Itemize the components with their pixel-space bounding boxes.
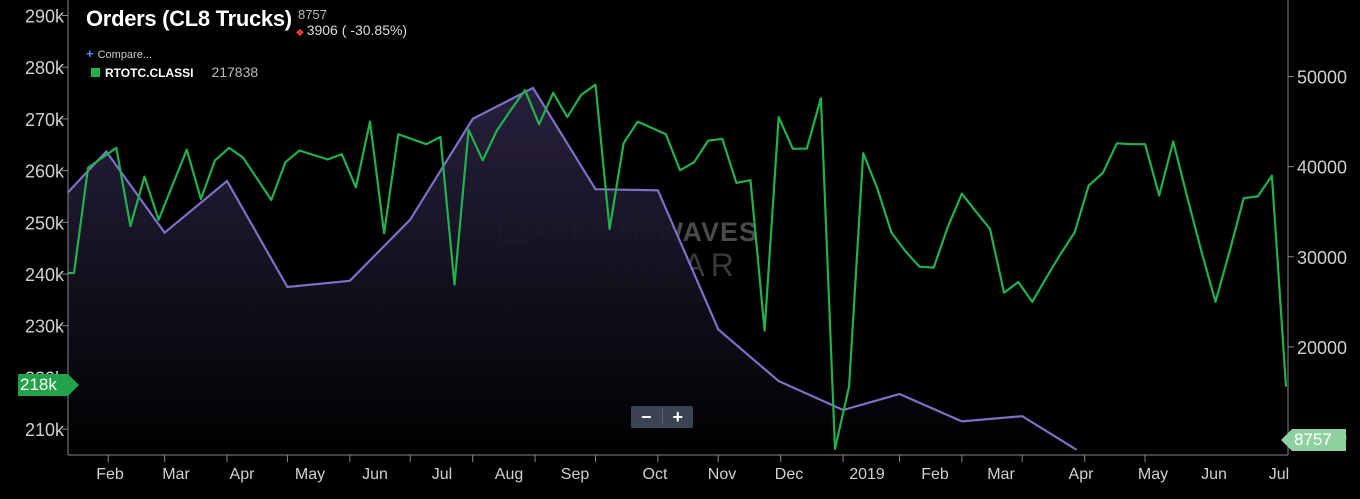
compare-label: Compare... [97,49,153,61]
left-axis-current-tag: 218k [18,374,79,396]
compare-button[interactable]: + Compare... [86,46,152,61]
left-tick-label: 240k [25,265,65,285]
x-tick-label: Jun [1201,466,1227,483]
x-tick-label: May [1138,466,1168,483]
x-tick-label: Sep [561,466,590,483]
left-tick-label: 280k [25,58,65,78]
x-tick-label: Apr [230,466,256,483]
x-tick-label: Feb [921,466,949,483]
left-tick-label: 210k [25,420,65,440]
down-diamond-icon: ◆ [296,27,304,38]
x-tick-label: Nov [708,466,736,483]
zoom-divider [661,409,663,425]
x-tick-label: 2019 [849,466,885,483]
right-tick-label: 40000 [1297,158,1347,178]
orders-series-line [68,83,1288,450]
right-tick-label: 30000 [1297,248,1347,268]
zoom-control: − + [631,406,693,428]
change-text: 3906 ( -30.85%) [306,22,408,38]
right-tick-label: 20000 [1297,338,1347,358]
x-tick-label: Aug [495,466,523,483]
left-tick-label: 270k [25,110,65,130]
zoom-in-button[interactable]: + [672,406,683,427]
x-tick-label: Dec [775,466,803,483]
left-tick-label: 230k [25,317,65,337]
change-value: ◆ 3906 ( -30.85%) [296,22,407,38]
right-axis-current-tag: 8757 [1281,429,1346,451]
right-tick-label: 50000 [1297,68,1347,88]
left-tick-label: 260k [25,162,65,182]
x-tick-label: Mar [987,466,1015,483]
series-label: RTOTC.CLASSI [105,66,194,80]
x-tick-label: Oct [643,466,668,483]
area-series-line [67,86,1078,451]
legend-series[interactable]: RTOTC.CLASSI 217838 [91,64,258,80]
plus-icon: + [86,46,94,61]
area-series-fill [68,87,1077,456]
zoom-out-button[interactable]: − [640,406,652,427]
x-tick-label: Apr [1069,466,1095,483]
x-tick-label: Jun [362,466,388,483]
x-tick-label: May [295,466,325,483]
x-tick-label: Jul [1269,466,1289,483]
left-tick-label: 250k [25,213,65,233]
last-value: 8757 [298,7,327,22]
left-tick-label: 290k [25,7,65,27]
series-swatch [91,68,100,77]
x-tick-label: Feb [96,466,124,483]
chart-title: Orders (CL8 Trucks) [86,6,292,31]
series-value: 217838 [211,64,259,80]
x-tick-label: Jul [432,466,452,483]
x-tick-label: Mar [162,466,190,483]
